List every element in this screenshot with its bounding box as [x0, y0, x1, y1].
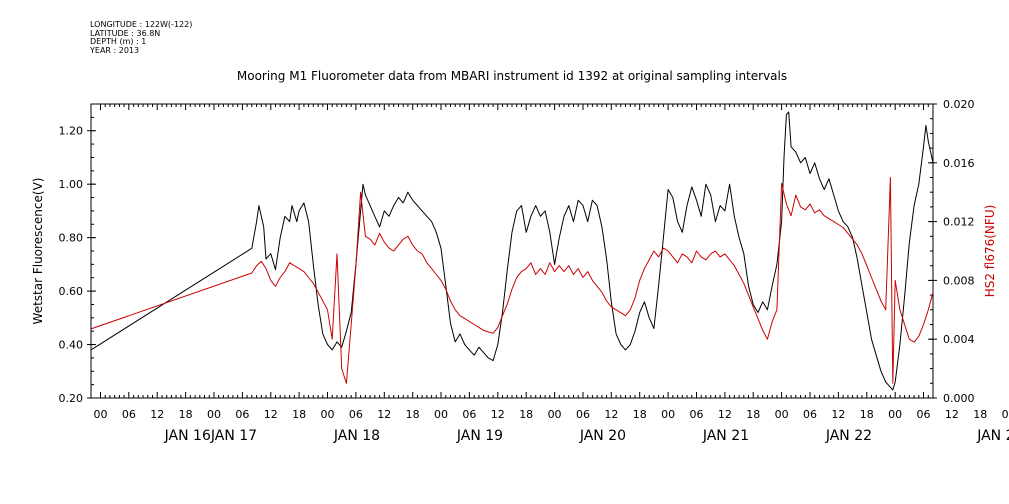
- left-tick-label: 0.40: [59, 339, 84, 352]
- x-hour-label: 00: [661, 408, 675, 421]
- x-hour-label: 18: [406, 408, 420, 421]
- x-hour-label: 18: [973, 408, 987, 421]
- x-axis: 00 06 12 18 00 06 12 18 00 06 12 18 00 06 12 18 00 06 12 18…: [93, 408, 1009, 444]
- x-hour-label: 00: [548, 408, 562, 421]
- x-hour-label: 00: [207, 408, 221, 421]
- x-day-label: JAN 17: [210, 428, 257, 444]
- x-hour-label: 12: [945, 408, 959, 421]
- plot-frame: [90, 103, 934, 399]
- x-hour-label: 00: [775, 408, 789, 421]
- x-day-label: JAN 16: [164, 428, 211, 444]
- x-hour-label: 06: [122, 408, 136, 421]
- x-hour-label: 00: [321, 408, 335, 421]
- right-tick-label: 0.008: [943, 274, 975, 287]
- meta-line-latitude: LATITUDE : 36.8N: [90, 28, 161, 38]
- x-hour-label: 12: [150, 408, 164, 421]
- x-hour-label: 12: [718, 408, 732, 421]
- x-hour-label: 06: [462, 408, 476, 421]
- x-hour-label: 12: [604, 408, 618, 421]
- hour-tick-marks: [100, 104, 929, 398]
- x-hour-label: 18: [860, 408, 874, 421]
- axis-ticks: [100, 104, 929, 398]
- x-day-label: JAN 18: [333, 428, 380, 444]
- x-hour-label: 00: [93, 408, 107, 421]
- x-day-label: JAN 21: [702, 428, 749, 444]
- metadata-block: LONGITUDE : 122W(-122) LATITUDE : 36.8N …: [90, 20, 193, 55]
- x-hour-label: 00: [434, 408, 448, 421]
- left-tick-label: 1.00: [59, 178, 84, 191]
- x-hour-label: 06: [917, 408, 931, 421]
- x-hour-label: 06: [689, 408, 703, 421]
- right-tick-label: 0.016: [943, 157, 975, 170]
- x-hour-label: 06: [235, 408, 249, 421]
- x-day-label: JAN 19: [456, 428, 503, 444]
- x-day-label: JAN 22: [825, 428, 872, 444]
- x-day-label: JAN 20: [579, 428, 626, 444]
- left-axis-label: Wetstar Fluorescence(V): [31, 178, 45, 325]
- right-tick-label: 0.000: [943, 392, 975, 405]
- meta-line-year: YEAR : 2013: [90, 45, 140, 55]
- right-tick-label: 0.020: [943, 98, 975, 111]
- x-hour-label: 00: [1002, 408, 1009, 421]
- series-layer: [90, 111, 934, 391]
- x-hour-label: 06: [576, 408, 590, 421]
- x-hour-label: 12: [377, 408, 391, 421]
- right-tick-label: 0.004: [943, 333, 975, 346]
- x-hour-label: 12: [491, 408, 505, 421]
- meta-line-depth: DEPTH (m) : 1: [90, 37, 147, 46]
- left-tick-label: 1.20: [59, 125, 84, 138]
- chart-title: Mooring M1 Fluorometer data from MBARI i…: [237, 69, 787, 83]
- x-hour-label: 06: [803, 408, 817, 421]
- right-axis: 0.000 0.004 0.008 0.012 0.016 0.020: [928, 98, 975, 405]
- x-hour-label: 06: [349, 408, 363, 421]
- meta-line-longitude: LONGITUDE : 122W(-122): [90, 20, 193, 29]
- x-hour-label: 18: [746, 408, 760, 421]
- right-axis-label: HS2 fl676(NFU): [983, 205, 997, 298]
- x-hour-label: 18: [292, 408, 306, 421]
- x-hour-label: 12: [264, 408, 278, 421]
- left-axis: 0.20 0.40 0.60 0.80 1.00 1.20: [59, 103, 96, 405]
- series-line-hs2: [90, 177, 934, 384]
- right-tick-label: 0.012: [943, 216, 975, 229]
- x-hour-label: 12: [831, 408, 845, 421]
- x-hour-label: 18: [519, 408, 533, 421]
- x-day-label: JAN 23: [976, 428, 1009, 444]
- left-tick-label: 0.60: [59, 285, 84, 298]
- x-hour-label: 18: [179, 408, 193, 421]
- left-tick-label: 0.20: [59, 392, 84, 405]
- left-tick-label: 0.80: [59, 232, 84, 245]
- x-hour-label: 18: [633, 408, 647, 421]
- x-hour-label: 00: [888, 408, 902, 421]
- series-line-wetstar: [90, 111, 934, 391]
